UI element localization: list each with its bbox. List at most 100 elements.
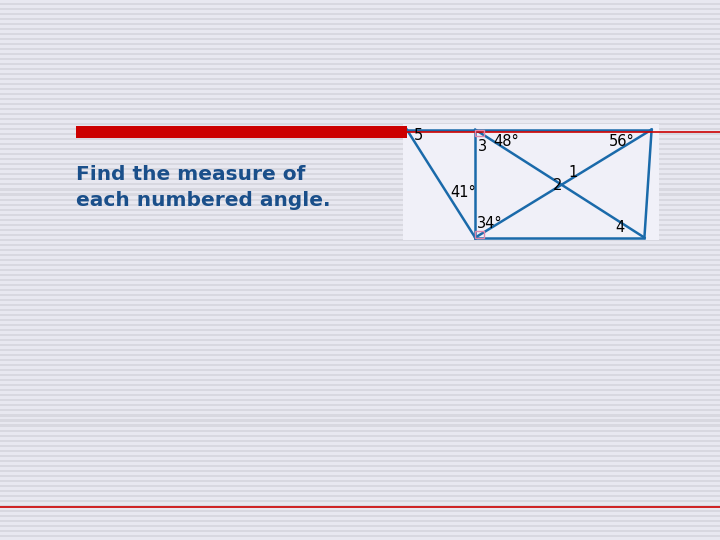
- Bar: [0, 512, 720, 515]
- Bar: [0, 477, 720, 480]
- Bar: [0, 130, 720, 133]
- Bar: [0, 331, 720, 334]
- Text: 48°: 48°: [493, 134, 519, 149]
- Bar: [0, 502, 720, 505]
- Bar: [0, 95, 720, 98]
- Text: 3: 3: [478, 139, 487, 154]
- Bar: [0, 10, 720, 13]
- Bar: [0, 356, 720, 359]
- Bar: [0, 271, 720, 274]
- Bar: [0, 442, 720, 444]
- Bar: [0, 527, 720, 530]
- Bar: [0, 115, 720, 118]
- Text: 4: 4: [616, 220, 625, 235]
- Bar: [0, 231, 720, 234]
- Bar: [0, 156, 720, 158]
- Bar: [0, 20, 720, 23]
- Bar: [0, 457, 720, 460]
- FancyBboxPatch shape: [403, 124, 659, 240]
- Bar: [0, 256, 720, 259]
- Bar: [0, 301, 720, 304]
- Bar: [0, 532, 720, 535]
- Bar: [0, 467, 720, 470]
- Bar: [0, 30, 720, 33]
- Bar: [0, 517, 720, 520]
- Bar: [0, 422, 720, 424]
- Bar: [0, 372, 720, 374]
- Bar: [0, 5, 720, 8]
- Bar: [0, 497, 720, 500]
- Bar: [0, 507, 720, 510]
- Bar: [0, 321, 720, 324]
- Bar: [0, 125, 720, 128]
- Bar: [0, 361, 720, 365]
- Bar: [0, 436, 720, 440]
- Bar: [0, 90, 720, 93]
- Bar: [0, 246, 720, 249]
- Bar: [0, 336, 720, 339]
- Bar: [0, 416, 720, 420]
- Bar: [0, 171, 720, 173]
- Bar: [0, 387, 720, 389]
- Bar: [0, 281, 720, 284]
- Bar: [0, 55, 720, 58]
- Bar: [0, 487, 720, 490]
- Bar: [0, 341, 720, 344]
- Text: 34°: 34°: [477, 216, 503, 231]
- Bar: [0, 451, 720, 455]
- Bar: [0, 160, 720, 164]
- Bar: [0, 15, 720, 18]
- Bar: [0, 191, 720, 193]
- Bar: [0, 396, 720, 400]
- Bar: [0, 407, 720, 409]
- Bar: [0, 40, 720, 43]
- Bar: [0, 401, 720, 404]
- Text: 5: 5: [414, 129, 423, 144]
- Bar: [0, 140, 720, 143]
- Bar: [0, 236, 720, 239]
- Bar: [0, 376, 720, 379]
- Bar: [0, 195, 720, 199]
- Bar: [0, 211, 720, 214]
- Bar: [0, 462, 720, 464]
- Bar: [0, 150, 720, 153]
- Bar: [0, 221, 720, 224]
- Bar: [0, 186, 720, 188]
- Bar: [0, 70, 720, 73]
- Bar: [0, 200, 720, 204]
- Bar: [0, 351, 720, 354]
- Bar: [0, 306, 720, 309]
- Bar: [0, 266, 720, 269]
- Bar: [0, 346, 720, 349]
- Bar: [0, 145, 720, 149]
- Bar: [0, 45, 720, 48]
- Bar: [0, 411, 720, 415]
- Bar: [0, 165, 720, 168]
- Bar: [0, 522, 720, 525]
- Bar: [0, 180, 720, 184]
- Bar: [0, 492, 720, 495]
- Bar: [0, 431, 720, 435]
- Bar: [0, 537, 720, 540]
- Bar: [0, 392, 720, 394]
- Bar: [0, 80, 720, 83]
- Bar: [0, 110, 720, 113]
- Text: 41°: 41°: [450, 185, 476, 200]
- Bar: [0, 50, 720, 53]
- Bar: [0, 206, 720, 208]
- Bar: [0, 366, 720, 369]
- Bar: [0, 60, 720, 63]
- Text: 2: 2: [553, 178, 562, 193]
- Bar: [475, 130, 484, 136]
- Text: 1: 1: [569, 165, 578, 180]
- Bar: [0, 85, 720, 88]
- Bar: [0, 65, 720, 68]
- Bar: [0, 316, 720, 319]
- Bar: [0, 176, 720, 178]
- Bar: [0, 0, 720, 3]
- Bar: [0, 296, 720, 299]
- Bar: [0, 447, 720, 450]
- Bar: [0, 311, 720, 314]
- Bar: [0, 286, 720, 289]
- Bar: [475, 231, 484, 238]
